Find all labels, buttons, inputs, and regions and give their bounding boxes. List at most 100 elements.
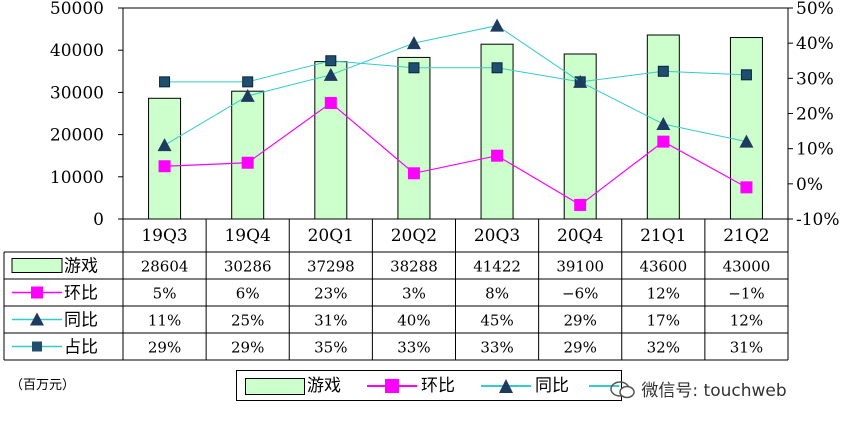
table-cell: −6%	[562, 285, 598, 303]
table-cell: 45%	[480, 312, 513, 330]
table-cell: 41422	[473, 258, 521, 276]
table-cell: 40%	[397, 312, 430, 330]
bar	[148, 97, 182, 220]
table-cell: 12%	[647, 285, 680, 303]
table-cell: 23%	[314, 285, 347, 303]
table-cell: 3%	[402, 285, 426, 303]
legend-bar-swatch	[245, 378, 305, 395]
legend-label-games: 游戏	[307, 376, 341, 396]
table-cell: 39100	[556, 258, 604, 276]
right-axis-tick-label: 30%	[796, 69, 834, 89]
right-axis-tick-label: 0%	[796, 175, 823, 195]
point	[573, 74, 588, 88]
point	[740, 181, 753, 194]
series-line	[164, 60, 747, 83]
table-cell: 29%	[564, 312, 597, 330]
bar	[480, 43, 514, 220]
left-axis-tick-label: 30000	[50, 83, 104, 103]
watermark: 微信号: touchweb	[610, 376, 787, 401]
point	[325, 55, 337, 67]
table-cell: 31%	[314, 312, 347, 330]
point	[491, 62, 503, 74]
row-key-marker	[31, 286, 43, 299]
right-axis-tick-label: -10%	[796, 210, 840, 230]
point	[158, 160, 171, 173]
point	[407, 167, 420, 180]
table-cell: 25%	[231, 312, 264, 330]
table-cell: 32%	[647, 339, 680, 357]
point	[740, 69, 752, 81]
table-cell: 29%	[148, 339, 181, 357]
right-axis-tick-label: 40%	[796, 34, 834, 54]
category-label: 20Q4	[557, 226, 603, 246]
table-cell: 43600	[639, 258, 687, 276]
unit-label: （百万元）	[10, 378, 76, 393]
legend-label-qoq: 环比	[421, 376, 455, 396]
legend-line-swatch	[589, 385, 619, 387]
table-cell: −1%	[728, 285, 764, 303]
table-cell: 29%	[564, 339, 597, 357]
series-line	[164, 102, 747, 206]
row-label: 环比	[64, 284, 98, 304]
table-cell: 33%	[397, 339, 430, 357]
point	[242, 76, 254, 88]
row-key-marker	[32, 341, 42, 352]
point	[323, 67, 338, 81]
series-line	[164, 25, 747, 146]
point	[408, 62, 420, 74]
right-axis-tick-label: 20%	[796, 105, 834, 125]
point	[406, 36, 421, 50]
point	[739, 134, 754, 148]
left-axis-tick-label: 20000	[50, 126, 104, 146]
point	[657, 135, 670, 148]
row-label: 游戏	[64, 257, 98, 277]
table-cell: 8%	[485, 285, 509, 303]
table-cell: 30286	[224, 258, 272, 276]
point	[157, 138, 172, 152]
legend-label-yoy: 同比	[535, 376, 569, 396]
table-cell: 37298	[307, 258, 355, 276]
bar	[314, 61, 348, 220]
watermark-text: 微信号: touchweb	[641, 381, 787, 401]
left-axis-tick-label: 40000	[50, 41, 104, 61]
point	[657, 65, 669, 77]
wechat-icon	[610, 381, 635, 399]
point	[241, 156, 254, 169]
table-cell: 12%	[730, 312, 763, 330]
right-axis-tick-label: 10%	[796, 140, 834, 160]
legend: 游戏 环比 同比	[236, 370, 622, 401]
category-label: 20Q2	[391, 226, 437, 246]
point	[159, 76, 171, 88]
point	[490, 18, 505, 32]
category-label: 20Q1	[308, 226, 354, 246]
table-cell: 28604	[141, 258, 189, 276]
point	[324, 96, 337, 109]
table-cell: 35%	[314, 339, 347, 357]
left-axis-tick-label: 50000	[50, 0, 104, 19]
point	[491, 149, 504, 162]
left-axis-tick-label: 0	[93, 210, 104, 230]
category-label: 19Q4	[224, 226, 270, 246]
left-axis-tick-label: 10000	[50, 168, 104, 188]
row-label: 占比	[64, 338, 98, 358]
table-cell: 17%	[647, 312, 680, 330]
plot-area	[122, 7, 789, 220]
table-cell: 33%	[480, 339, 513, 357]
category-label: 19Q3	[141, 226, 187, 246]
table-cell: 38288	[390, 258, 438, 276]
category-label: 21Q1	[640, 226, 686, 246]
table-cell: 5%	[153, 285, 177, 303]
legend-triangle-marker	[499, 379, 513, 393]
legend-square-marker	[385, 379, 399, 393]
row-key-marker	[30, 312, 44, 326]
table-cell: 43000	[723, 258, 771, 276]
category-label: 21Q2	[723, 226, 769, 246]
table-cell: 6%	[236, 285, 260, 303]
table-cell: 31%	[730, 339, 763, 357]
bar	[397, 56, 431, 220]
right-axis-tick-label: 50%	[796, 0, 834, 19]
point	[574, 198, 587, 211]
table-cell: 11%	[148, 312, 181, 330]
row-label: 同比	[64, 311, 98, 331]
